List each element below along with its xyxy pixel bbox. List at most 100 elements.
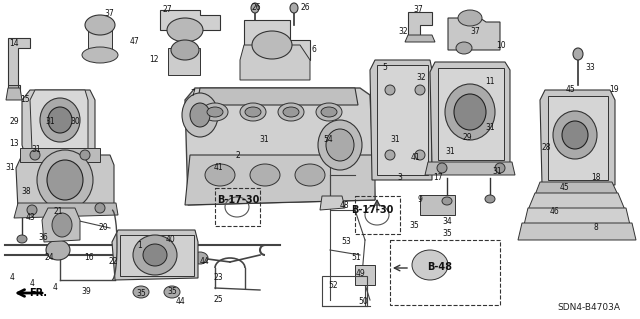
Polygon shape [22,90,95,155]
Text: 13: 13 [9,139,19,149]
Circle shape [415,150,425,160]
Polygon shape [540,90,615,185]
Polygon shape [420,195,455,215]
Text: 22: 22 [108,257,118,266]
Ellipse shape [17,235,27,243]
Text: 50: 50 [358,298,368,307]
Text: 4: 4 [29,279,35,288]
Ellipse shape [251,3,259,13]
Polygon shape [244,20,310,60]
Ellipse shape [47,160,83,200]
Polygon shape [320,196,345,210]
Text: 41: 41 [213,164,223,173]
Circle shape [437,163,447,173]
Text: FR.: FR. [29,288,47,298]
Text: 24: 24 [44,254,54,263]
Text: 45: 45 [559,183,569,192]
Ellipse shape [458,10,482,26]
Polygon shape [528,193,625,210]
Ellipse shape [52,213,72,237]
Polygon shape [185,155,375,205]
Text: 6: 6 [312,46,316,55]
Polygon shape [197,88,358,105]
Text: 18: 18 [591,174,601,182]
Text: 8: 8 [594,224,598,233]
Polygon shape [88,25,112,55]
Text: SDN4-B4703A: SDN4-B4703A [557,303,620,313]
Ellipse shape [182,93,218,137]
Polygon shape [355,265,375,285]
Circle shape [415,85,425,95]
Text: 4: 4 [52,284,58,293]
Bar [355,196,400,234]
Polygon shape [377,65,428,175]
Text: 43: 43 [25,213,35,222]
Polygon shape [20,148,100,162]
Text: 31: 31 [45,117,55,127]
Text: 54: 54 [323,136,333,145]
Polygon shape [438,68,504,160]
Ellipse shape [48,107,72,133]
Text: 26: 26 [251,4,261,12]
Ellipse shape [167,18,203,42]
Polygon shape [430,62,510,165]
Text: 17: 17 [433,174,443,182]
Text: 29: 29 [462,133,472,143]
Text: 1: 1 [138,241,142,249]
Text: 9: 9 [417,196,422,204]
Ellipse shape [46,240,70,260]
Text: 2: 2 [236,151,241,160]
Polygon shape [168,48,200,75]
Bar [390,240,500,305]
Text: 4: 4 [10,273,15,283]
Polygon shape [518,223,636,240]
Text: 52: 52 [328,280,338,290]
Ellipse shape [143,244,167,266]
Text: 35: 35 [409,220,419,229]
Ellipse shape [445,84,495,140]
Text: 31: 31 [31,145,41,154]
Circle shape [495,163,505,173]
Polygon shape [408,12,432,38]
Text: 25: 25 [213,295,223,305]
Ellipse shape [205,164,235,186]
Text: 31: 31 [390,136,400,145]
Ellipse shape [295,164,325,186]
Text: 28: 28 [541,144,551,152]
Text: 38: 38 [21,188,31,197]
Ellipse shape [442,197,452,205]
Text: 35: 35 [442,229,452,239]
Ellipse shape [133,286,149,298]
Text: 40: 40 [165,235,175,244]
Ellipse shape [316,103,342,121]
Polygon shape [425,162,515,175]
Polygon shape [6,88,22,100]
Ellipse shape [245,107,261,117]
Polygon shape [448,18,500,50]
Circle shape [385,85,395,95]
Text: 16: 16 [84,254,94,263]
Circle shape [30,150,40,160]
Polygon shape [120,235,194,276]
Text: 39: 39 [81,286,91,295]
Bar [322,276,367,306]
Text: 15: 15 [20,95,30,105]
Ellipse shape [412,250,448,280]
Polygon shape [548,96,608,180]
Text: 34: 34 [442,218,452,226]
Ellipse shape [252,31,292,59]
Text: 51: 51 [351,254,361,263]
Text: 11: 11 [485,78,495,86]
Ellipse shape [202,103,228,121]
Ellipse shape [207,107,223,117]
Text: 30: 30 [70,117,80,127]
Text: 37: 37 [470,27,480,36]
Polygon shape [405,35,435,42]
Polygon shape [14,203,118,218]
Ellipse shape [454,94,486,130]
Text: 32: 32 [416,73,426,83]
Text: 32: 32 [398,27,408,36]
Ellipse shape [485,195,495,203]
Circle shape [27,205,37,215]
Text: 35: 35 [167,287,177,296]
